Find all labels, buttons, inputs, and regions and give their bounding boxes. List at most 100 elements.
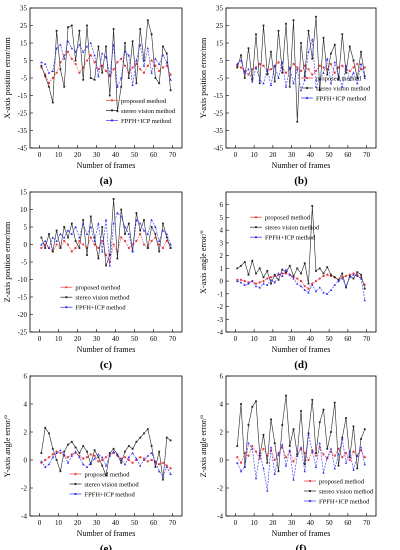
data-point-stereo xyxy=(150,226,153,228)
data-point-stereo xyxy=(288,85,291,88)
data-point-proposed xyxy=(333,454,336,457)
data-point-proposed xyxy=(70,453,73,456)
x-tick-label: 70 xyxy=(169,151,177,159)
data-point-fpfh xyxy=(239,470,243,473)
data-point-stereo xyxy=(322,272,325,275)
data-point-stereo xyxy=(59,68,62,71)
data-point-proposed xyxy=(112,243,115,246)
data-point-fpfh xyxy=(89,225,92,228)
x-axis-label: Number of frames xyxy=(77,345,136,354)
data-point-fpfh xyxy=(120,458,123,461)
data-point-proposed xyxy=(131,461,134,464)
y-axis-label: Z-axis angle error/° xyxy=(199,415,208,478)
legend-label-fpfh: FPFH+ICP method xyxy=(75,305,126,312)
data-point-stereo xyxy=(258,267,261,270)
legend-marker-fpfh xyxy=(74,492,77,496)
y-tick-label: 6 xyxy=(220,201,224,209)
data-point-proposed xyxy=(97,460,100,463)
data-point-fpfh xyxy=(108,73,111,76)
data-point-stereo xyxy=(296,267,299,270)
data-point-stereo xyxy=(139,28,142,30)
data-point-stereo xyxy=(55,459,58,461)
data-point-stereo xyxy=(55,229,58,232)
y-axis-label: X-axis angle error/° xyxy=(199,230,208,294)
data-point-proposed xyxy=(55,243,58,246)
legend-label-fpfh: FPFH+ICP method xyxy=(319,499,370,506)
data-point-proposed xyxy=(341,64,344,67)
data-point-proposed xyxy=(356,62,359,66)
data-point-proposed xyxy=(284,71,288,74)
data-point-proposed xyxy=(333,71,336,74)
data-point-stereo xyxy=(48,233,50,235)
data-point-stereo xyxy=(51,250,54,253)
data-point-proposed xyxy=(150,59,153,62)
data-point-fpfh xyxy=(44,465,47,468)
data-point-stereo xyxy=(262,276,265,279)
data-point-stereo xyxy=(89,463,92,466)
data-point-fpfh xyxy=(359,446,363,449)
data-point-stereo xyxy=(236,267,239,270)
data-point-stereo xyxy=(360,273,362,276)
data-point-proposed xyxy=(299,279,303,283)
data-point-fpfh xyxy=(341,277,344,280)
data-point-stereo xyxy=(169,439,172,442)
data-point-fpfh xyxy=(243,465,246,468)
data-point-stereo xyxy=(236,66,239,69)
data-point-fpfh xyxy=(277,453,280,456)
data-point-fpfh xyxy=(266,68,269,71)
x-tick-label: 30 xyxy=(93,519,101,527)
data-point-proposed xyxy=(314,69,318,73)
data-point-fpfh xyxy=(51,456,54,459)
data-point-stereo xyxy=(135,440,138,443)
data-point-stereo xyxy=(105,45,107,48)
y-tick-label: 5 xyxy=(24,224,28,232)
series-line-fpfh xyxy=(41,449,171,478)
x-tick-label: 10 xyxy=(55,335,63,343)
series-line-proposed xyxy=(237,445,366,464)
data-point-fpfh xyxy=(318,442,321,445)
y-tick-label: 25 xyxy=(20,22,28,30)
data-point-fpfh xyxy=(74,225,77,228)
data-point-stereo xyxy=(326,447,329,450)
data-point-proposed xyxy=(142,71,146,74)
data-point-proposed xyxy=(236,456,239,459)
data-point-stereo xyxy=(63,450,66,453)
data-point-stereo xyxy=(78,452,81,454)
x-tick-label: 60 xyxy=(344,335,352,343)
data-point-proposed xyxy=(127,246,130,250)
data-point-fpfh xyxy=(139,222,142,225)
data-point-fpfh xyxy=(101,52,104,55)
data-point-proposed xyxy=(247,454,250,457)
data-point-proposed xyxy=(70,57,73,60)
data-point-proposed xyxy=(344,451,348,455)
data-point-proposed xyxy=(123,239,127,243)
data-point-stereo xyxy=(300,42,302,44)
data-point-proposed xyxy=(78,71,81,74)
legend-label-proposed: proposed method xyxy=(75,285,121,292)
data-point-fpfh xyxy=(112,43,115,46)
legend-marker-stereo xyxy=(308,489,312,493)
x-tick-label: 50 xyxy=(131,519,139,527)
data-point-fpfh xyxy=(78,43,81,46)
data-point-stereo xyxy=(44,247,47,249)
data-point-stereo xyxy=(40,64,43,67)
data-point-proposed xyxy=(258,281,261,284)
data-point-stereo xyxy=(146,19,149,22)
y-tick-label: -5 xyxy=(21,75,27,83)
data-point-stereo xyxy=(345,71,347,74)
y-tick-label: 5 xyxy=(24,57,28,65)
data-point-fpfh xyxy=(348,78,351,81)
data-point-stereo xyxy=(150,445,153,447)
x-tick-label: 70 xyxy=(363,335,371,343)
data-point-proposed xyxy=(284,456,288,459)
y-axis-label: Z-axis position error/mm xyxy=(3,221,12,302)
data-point-fpfh xyxy=(108,454,111,457)
legend-label-proposed: proposed method xyxy=(265,215,311,222)
data-point-fpfh xyxy=(307,433,310,436)
data-point-proposed xyxy=(47,456,51,459)
y-tick-label: -2 xyxy=(21,485,27,493)
y-tick-label: 2 xyxy=(220,252,224,260)
